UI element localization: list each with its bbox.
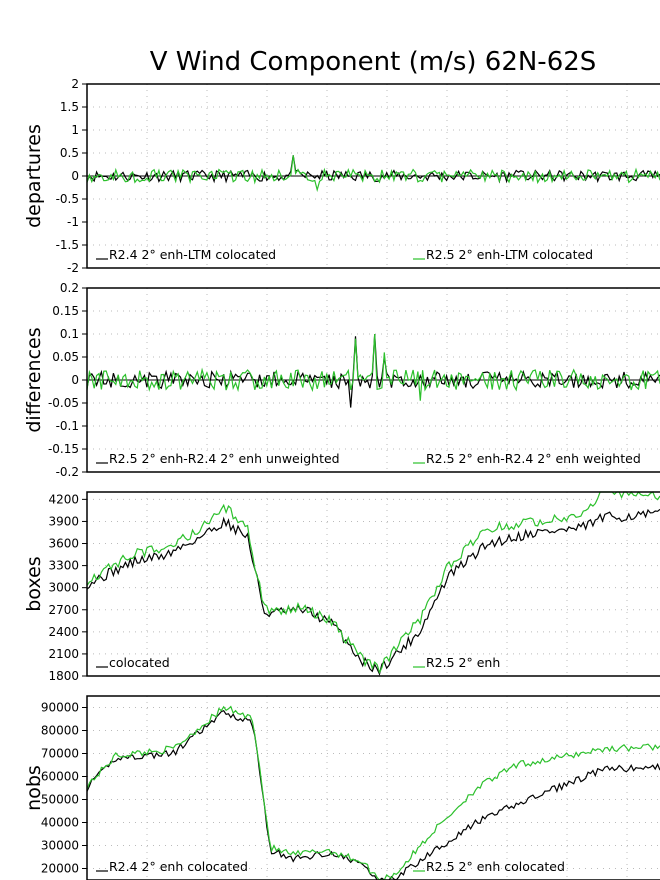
y-tick-label: 3900 [48, 514, 79, 528]
y-tick-label: 0.05 [52, 350, 79, 364]
y-tick-label: 0 [71, 373, 79, 387]
y-tick-label: -1.5 [56, 238, 79, 252]
panel-differences: 0.2 0.15 0.1 0.05 0 -0.05 -0.1 -0.15 -0.2 differe… [23, 281, 660, 479]
series-line-1 [86, 508, 660, 676]
y-tick-label: -0.5 [56, 192, 79, 206]
chart-title: V Wind Component (m/s) 62N-62S [150, 47, 597, 77]
y-tick-label: -1 [67, 215, 79, 229]
y-tick-label: 2700 [48, 603, 79, 617]
panel-departures: 2 1.5 1 0.5 0 -0.5 -1 -1.5 -2 departures R2.4 2° e… [23, 77, 660, 275]
legend-label-2: R2.5 2° enh-R2.4 2° enh weighted [426, 451, 641, 466]
y-tick-label: 80000 [41, 724, 79, 738]
y-tick-label: 0.15 [52, 304, 79, 318]
y-tick-label: -2 [67, 261, 79, 275]
y-tick-label: 4200 [48, 492, 79, 506]
y-tick-label: 2400 [48, 625, 79, 639]
y-tick-label: 1800 [48, 669, 79, 683]
y-tick-label: 0.2 [60, 281, 79, 295]
y-tick-label: 0.1 [60, 327, 79, 341]
legend-label-1: R2.5 2° enh-R2.4 2° enh unweighted [109, 451, 340, 466]
y-tick-label: 40000 [41, 816, 79, 830]
legend-label-2: R2.5 2° enh-LTM colocated [426, 247, 593, 262]
y-tick-label: 70000 [41, 747, 79, 761]
y-axis-label: boxes [23, 556, 45, 611]
y-tick-label: 0.5 [60, 146, 79, 160]
y-tick-label: 50000 [41, 793, 79, 807]
plot-frame [86, 695, 660, 880]
series-line-2 [86, 155, 660, 193]
legend-label-1: colocated [109, 655, 170, 670]
series-line-2 [86, 705, 660, 880]
y-tick-label: 60000 [41, 770, 79, 784]
y-axis-label: nobs [23, 765, 45, 811]
legend-label-1: R2.4 2° enh colocated [109, 859, 248, 874]
legend-label-2: R2.5 2° enh colocated [426, 859, 565, 874]
panel-boxes: 4200 3900 3600 3300 3000 2700 2400 2100 1800 boxe… [23, 491, 660, 683]
y-tick-label: 1.5 [60, 100, 79, 114]
y-tick-label: 30000 [41, 839, 79, 853]
y-tick-label: 20000 [41, 862, 79, 876]
y-tick-label: 2100 [48, 647, 79, 661]
panel-nobs: 90000 80000 70000 60000 50000 40000 30000 20000… [23, 695, 660, 880]
legend-label-2: R2.5 2° enh [426, 655, 500, 670]
y-tick-label: 3000 [48, 581, 79, 595]
y-tick-label: -0.15 [48, 442, 79, 456]
y-tick-label: 3600 [48, 537, 79, 551]
y-axis-label: departures [23, 124, 45, 228]
series-line-1 [86, 709, 660, 880]
y-tick-label: 90000 [41, 701, 79, 715]
plot-frame [86, 491, 660, 677]
y-tick-label: -0.1 [56, 419, 79, 433]
panels: 2 1.5 1 0.5 0 -0.5 -1 -1.5 -2 departures R2.4 2° e… [23, 77, 660, 880]
y-tick-label: -0.2 [56, 465, 79, 479]
y-tick-label: 3300 [48, 559, 79, 573]
series-line-2 [86, 333, 660, 401]
y-tick-label: 1 [71, 123, 79, 137]
y-tick-label: 0 [71, 169, 79, 183]
series-line-2 [86, 491, 660, 675]
legend-label-1: R2.4 2° enh-LTM colocated [109, 247, 276, 262]
y-tick-label: 2 [71, 77, 79, 91]
y-tick-label: -0.05 [48, 396, 79, 410]
y-axis-label: differences [23, 327, 45, 432]
